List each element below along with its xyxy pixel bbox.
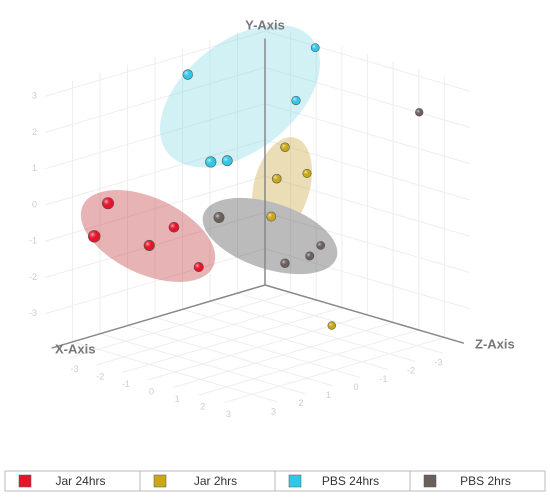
x-tick-label: 2 (298, 398, 303, 408)
point-shine (280, 142, 290, 152)
x-tick-label: -1 (379, 374, 387, 384)
grid-line (96, 299, 317, 366)
point-shine (88, 230, 101, 243)
axes (51, 38, 465, 349)
legend-swatch (153, 474, 167, 488)
x-axis-label: X-Axis (55, 341, 95, 356)
grid-line (172, 322, 394, 388)
point-shine (280, 258, 290, 268)
point-shine (327, 321, 336, 330)
cluster (159, 24, 321, 168)
grid-line (224, 337, 445, 403)
legend-label: PBS 24hrs (322, 474, 379, 488)
point-shine (415, 108, 424, 117)
point-shine (311, 43, 320, 52)
point-shine (169, 222, 179, 233)
grid-line (121, 307, 343, 373)
grid-line (44, 139, 266, 206)
point-shine (194, 262, 204, 272)
z-axis-label: Z-Axis (475, 336, 515, 351)
z-tick-label: -1 (122, 379, 130, 389)
legend-swatch (423, 474, 437, 488)
point-shine (302, 169, 312, 178)
grid-line (198, 329, 419, 396)
y-tick-label: -3 (29, 308, 37, 318)
legend-box (409, 470, 546, 492)
grid-line (70, 292, 291, 358)
point-shine (213, 212, 225, 223)
legend-label: PBS 2hrs (460, 474, 511, 488)
legend-swatch (18, 474, 32, 488)
y-tick-label: 3 (32, 91, 37, 101)
grid: -3 -2 -1 0 1 2 3 -3 -2 -1 0 1 2 3 -3 -2 -1 0 1 2 3 (29, 30, 471, 419)
z-tick-label: 2 (200, 401, 205, 411)
legend-label: Jar 24hrs (55, 474, 105, 488)
x-tick-label: -3 (434, 358, 442, 368)
y-axis-label: Y-Axis (245, 17, 285, 32)
z-tick-label: 3 (226, 409, 231, 419)
legend-swatch (288, 474, 302, 488)
grid-line (44, 30, 266, 97)
grid-line (44, 67, 266, 133)
point-shine (266, 211, 276, 222)
y-tick-label: 1 (32, 163, 37, 173)
legend: Jar 24hrs Jar 2hrs PBS 24hrs PBS 2hrs (4, 470, 546, 492)
cluster (252, 137, 312, 235)
x-tick-label: -2 (407, 366, 415, 376)
axis-line (51, 284, 266, 349)
grid-line (44, 103, 266, 170)
points (88, 43, 424, 330)
point-shine (222, 155, 233, 166)
z-tick-label: 1 (175, 394, 180, 404)
point-shine (316, 241, 325, 250)
y-tick-label: 2 (32, 127, 37, 137)
z-tick-label: -2 (96, 371, 104, 381)
point-shine (272, 174, 282, 184)
grid-line (44, 248, 266, 315)
clusters (80, 24, 338, 282)
z-tick-label: -3 (71, 364, 79, 374)
point-shine (291, 96, 301, 105)
cluster (80, 190, 216, 282)
grid-line (44, 175, 266, 242)
point-shine (143, 240, 155, 251)
y-tick-label: -1 (29, 236, 37, 246)
y-tick-label: 0 (32, 199, 37, 209)
point-shine (102, 197, 114, 209)
grid-line (44, 212, 266, 278)
x-tick-label: 3 (271, 406, 276, 416)
legend-label: Jar 2hrs (194, 474, 237, 488)
axis-line (264, 284, 465, 344)
point-shine (182, 69, 193, 80)
z-tick-label: 0 (149, 386, 154, 396)
x-tick-label: 1 (326, 390, 331, 400)
cluster (202, 197, 338, 275)
point-shine (205, 156, 217, 168)
y-tick-label: -2 (29, 272, 37, 282)
x-tick-label: 0 (353, 382, 358, 392)
point-shine (305, 251, 314, 261)
